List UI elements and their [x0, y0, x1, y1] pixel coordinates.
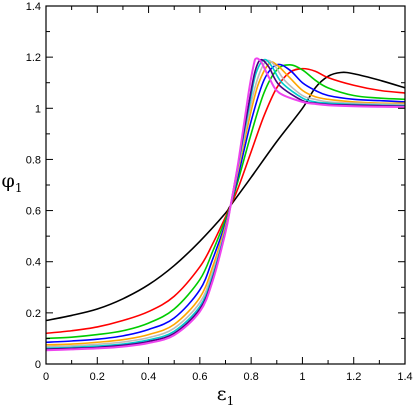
- series-layer: [45, 57, 406, 352]
- y-tick-label: 0.6: [26, 206, 41, 218]
- x-tick-label: 0.6: [192, 371, 207, 383]
- x-axis-label: ε1: [217, 383, 234, 406]
- y-tick-label: 1: [35, 103, 41, 115]
- x-tick-label: 0: [43, 371, 49, 383]
- tick-layer: 0 0.2 0.4 0.6 0.8 1 1.2 1.4 0 0.2 0.4 0.6 0.8 1 1.2 1.4: [26, 1, 413, 383]
- x-tick-label: 1: [299, 371, 305, 383]
- series-line-4: [45, 63, 406, 344]
- x-tick-label: 0.2: [90, 371, 105, 383]
- series-line-1: [45, 71, 406, 322]
- x-tick-label: 1.4: [397, 371, 412, 383]
- series-line-6: [45, 59, 406, 348]
- plot-frame: [45, 5, 406, 365]
- series-line-9: [45, 57, 406, 352]
- x-tick-label: 0.4: [141, 371, 156, 383]
- series-line-2: [45, 67, 406, 335]
- series-line-5: [45, 61, 406, 346]
- y-tick-label: 0.8: [26, 154, 41, 166]
- y-axis-label: φ1: [2, 170, 23, 195]
- y-tick-label: 0: [35, 359, 41, 371]
- x-tick-label: 1.2: [346, 371, 361, 383]
- x-tick-label: 0.8: [243, 371, 258, 383]
- y-tick-label: 0.4: [26, 257, 41, 269]
- y-tick-label: 1.4: [26, 1, 41, 13]
- series-line-3: [45, 64, 406, 340]
- y-tick-label: 0.2: [26, 308, 41, 320]
- y-tick-label: 1.2: [26, 52, 41, 64]
